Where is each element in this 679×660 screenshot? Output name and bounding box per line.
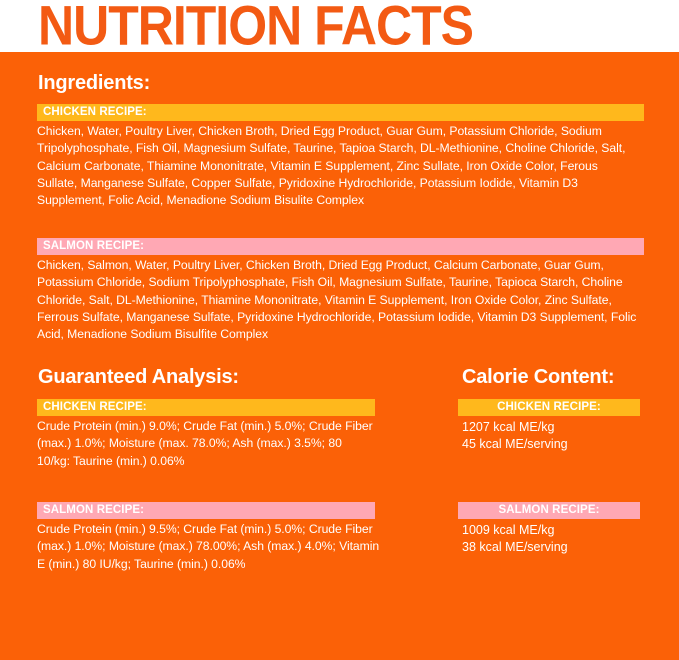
- calorie-content-salmon-kcal-per-kg: 1009 kcal ME/kg: [462, 523, 555, 537]
- ingredients-salmon-recipe-band: SALMON RECIPE:: [37, 238, 644, 255]
- page-title: NUTRITION FACTS: [38, 0, 474, 57]
- ingredients-salmon-text: Chicken, Salmon, Water, Poultry Liver, C…: [37, 258, 637, 342]
- calorie-content-salmon-kcal-per-serving: 38 kcal ME/serving: [462, 540, 568, 554]
- calorie-content-chicken-recipe-band: CHICKEN RECIPE:: [458, 399, 640, 416]
- ingredients-chicken-recipe-band: CHICKEN RECIPE:: [37, 104, 644, 121]
- guaranteed-analysis-salmon-text: Crude Protein (min.) 9.5%; Crude Fat (mi…: [37, 522, 380, 571]
- guaranteed-analysis-chicken-recipe-band: CHICKEN RECIPE:: [37, 399, 375, 416]
- ingredients-heading: Ingredients:: [38, 72, 151, 94]
- calorie-content-salmon-recipe-band: SALMON RECIPE:: [458, 502, 640, 519]
- guaranteed-analysis-heading: Guaranteed Analysis:: [38, 366, 239, 388]
- calorie-content-chicken-kcal-per-kg: 1207 kcal ME/kg: [462, 420, 555, 434]
- ingredients-chicken-text: Chicken, Water, Poultry Liver, Chicken B…: [37, 124, 626, 208]
- orange-content-panel: Ingredients: CHICKEN RECIPE: Chicken, Wa…: [0, 52, 679, 660]
- title-band: NUTRITION FACTS: [0, 0, 679, 57]
- guaranteed-analysis-chicken-text: Crude Protein (min.) 9.0%; Crude Fat (mi…: [37, 419, 373, 468]
- calorie-content-chicken-kcal-per-serving: 45 kcal ME/serving: [462, 437, 568, 451]
- calorie-content-heading: Calorie Content:: [462, 366, 615, 388]
- guaranteed-analysis-salmon-recipe-band: SALMON RECIPE:: [37, 502, 375, 519]
